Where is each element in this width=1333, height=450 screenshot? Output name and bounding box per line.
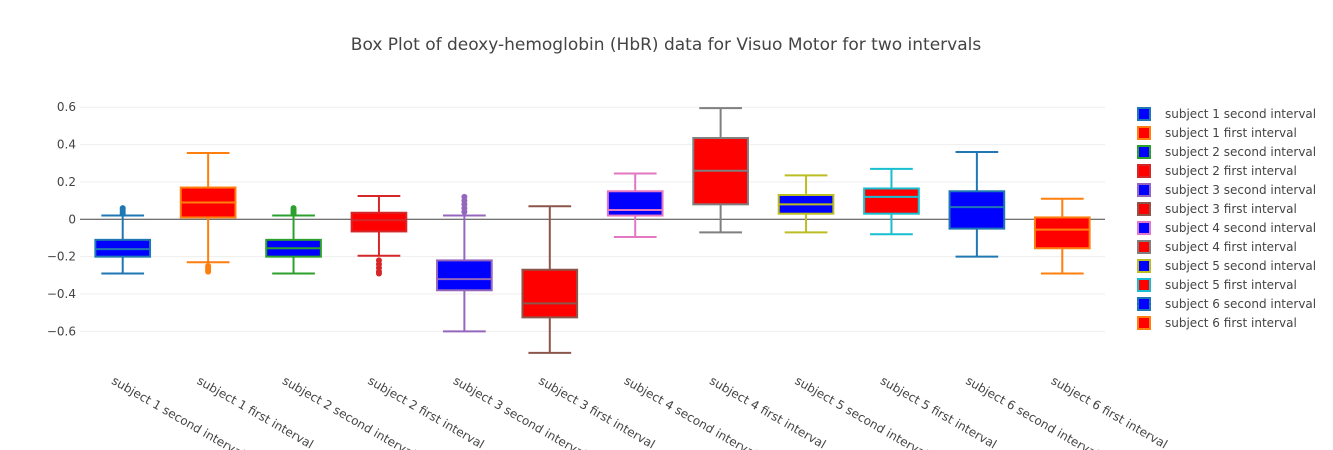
legend-label: subject 5 first interval [1165, 278, 1297, 292]
legend-label: subject 2 second interval [1165, 145, 1316, 159]
y-tick-label: 0.6 [57, 100, 76, 114]
legend-label: subject 3 second interval [1165, 183, 1316, 197]
grid-lines [80, 106, 1105, 332]
legend-swatch [1137, 107, 1151, 121]
legend-label: subject 1 second interval [1165, 107, 1316, 121]
legend-swatch [1137, 221, 1151, 235]
legend-label: subject 2 first interval [1165, 164, 1297, 178]
legend-item[interactable]: subject 3 first interval [1137, 202, 1297, 216]
outlier-point [461, 193, 468, 200]
legend-label: subject 5 second interval [1165, 259, 1316, 273]
box-9 [777, 174, 835, 234]
outlier-point [375, 270, 382, 277]
y-tick-label: −0.4 [47, 287, 76, 301]
chart-title: Box Plot of deoxy-hemoglobin (HbR) data … [351, 35, 982, 55]
box-iqr [948, 190, 1006, 230]
legend-label: subject 3 first interval [1165, 202, 1297, 216]
legend-item[interactable]: subject 6 first interval [1137, 316, 1297, 330]
y-tick-label: 0 [68, 212, 76, 226]
box-8 [692, 107, 749, 234]
box-12 [1033, 197, 1091, 275]
box-iqr [863, 187, 920, 215]
legend-item[interactable]: subject 4 second interval [1137, 221, 1316, 235]
legend-label: subject 4 first interval [1165, 240, 1297, 254]
legend-swatch [1137, 316, 1151, 330]
legend-item[interactable]: subject 5 first interval [1137, 278, 1297, 292]
outlier-point [119, 205, 126, 212]
box-7 [606, 172, 664, 239]
legend-swatch [1137, 164, 1151, 178]
legend-item[interactable]: subject 5 second interval [1137, 259, 1316, 273]
outlier-point [290, 205, 297, 212]
y-tick-label: 0.2 [57, 175, 76, 189]
outlier-point [205, 268, 212, 275]
box-iqr [521, 268, 579, 319]
box-iqr [1033, 216, 1091, 250]
legend-item[interactable]: subject 2 first interval [1137, 164, 1297, 178]
legend-label: subject 1 first interval [1165, 126, 1297, 140]
y-tick-label: −0.6 [47, 324, 76, 338]
legend-item[interactable]: subject 2 second interval [1137, 145, 1316, 159]
box-iqr [606, 190, 664, 217]
legend-swatch [1137, 240, 1151, 254]
box-2 [179, 151, 237, 275]
box-6 [521, 205, 579, 354]
box-4 [350, 194, 408, 277]
box-10 [863, 167, 920, 236]
box-1 [94, 205, 152, 275]
legend: subject 1 second interval subject 1 first… [1137, 107, 1316, 330]
box-iqr [350, 211, 408, 233]
legend-swatch [1137, 145, 1151, 159]
legend-swatch [1137, 202, 1151, 216]
y-tick-label: −0.2 [47, 250, 76, 264]
y-axis-ticks: −0.6 −0.4 −0.2 0 0.2 0.4 0.6 [47, 100, 76, 338]
legend-swatch [1137, 259, 1151, 273]
legend-label: subject 4 second interval [1165, 221, 1316, 235]
legend-item[interactable]: subject 1 first interval [1137, 126, 1297, 140]
box-iqr [436, 259, 493, 292]
box-3 [265, 205, 322, 275]
y-tick-label: 0.4 [57, 138, 76, 152]
legend-swatch [1137, 278, 1151, 292]
legend-swatch [1137, 183, 1151, 197]
box-5 [436, 193, 493, 333]
legend-swatch [1137, 126, 1151, 140]
legend-item[interactable]: subject 4 first interval [1137, 240, 1297, 254]
box-11 [948, 151, 1006, 258]
legend-item[interactable]: subject 1 second interval [1137, 107, 1316, 121]
legend-label: subject 6 second interval [1165, 297, 1316, 311]
boxes [94, 107, 1091, 354]
legend-swatch [1137, 297, 1151, 311]
x-tick-label: subject 1 second interval [109, 373, 247, 450]
legend-item[interactable]: subject 3 second interval [1137, 183, 1316, 197]
legend-item[interactable]: subject 6 second interval [1137, 297, 1316, 311]
legend-label: subject 6 first interval [1165, 316, 1297, 330]
